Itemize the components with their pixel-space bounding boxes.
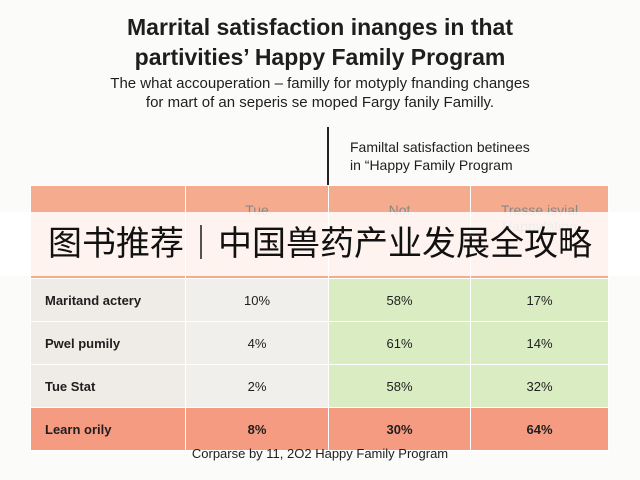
cell: 4% <box>185 321 329 365</box>
subtitle-line: for mart of an seperis se moped Fargy fa… <box>145 94 495 111</box>
table-row: Learn orily 8% 30% 64% <box>30 407 609 451</box>
row-label: Pwel pumily <box>30 321 186 365</box>
table-heading: Familtal satisfaction betinees in “Happy… <box>350 138 610 174</box>
title: Marrital satisfaction inanges in that pa… <box>0 12 640 72</box>
footer: Corparse by 11, 2O2 Happy Family Program <box>191 446 449 461</box>
cell: 58% <box>328 364 471 408</box>
row-label: Learn orily <box>30 407 186 451</box>
row-label: Maritand actery <box>30 278 186 322</box>
table-row: Maritand actery 10% 58% 17% <box>30 278 609 322</box>
table-heading-line: Familtal satisfaction betinees <box>350 139 530 155</box>
banner-bg <box>0 212 640 276</box>
title-line: partivities’ Happy Family Program <box>134 44 506 70</box>
cell: 14% <box>470 321 609 365</box>
row-label: Tue Stat <box>30 364 186 408</box>
cell: 64% <box>470 407 609 451</box>
table-heading-line: in “Happy Family Program <box>350 157 513 173</box>
table-row: Tue Stat 2% 58% 32% <box>30 364 609 408</box>
banner-text: 图书推荐｜中国兽药产业发展全攻略 <box>48 224 592 264</box>
cell: 17% <box>470 278 609 322</box>
cell: 32% <box>470 364 609 408</box>
cell: 2% <box>185 364 329 408</box>
table-row: Pwel pumily 4% 61% 14% <box>30 321 609 365</box>
subtitle: The what accouperation – familly for mot… <box>0 74 640 112</box>
cell: 61% <box>328 321 471 365</box>
cell: 8% <box>185 407 329 451</box>
cell: 58% <box>328 278 471 322</box>
divider <box>327 127 329 185</box>
title-line: Marrital satisfaction inanges in that <box>127 14 513 40</box>
cell: 10% <box>185 278 329 322</box>
subtitle-line: The what accouperation – familly for mot… <box>110 75 530 92</box>
cell: 30% <box>328 407 471 451</box>
